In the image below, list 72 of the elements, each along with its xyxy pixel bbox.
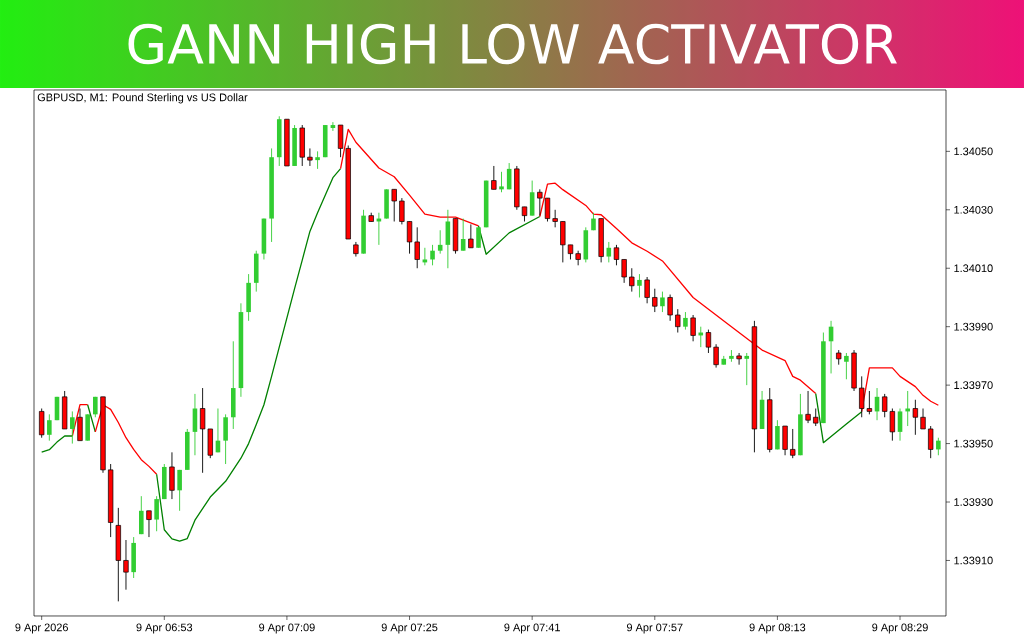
- candlestick: [430, 244, 435, 266]
- candlestick: [928, 425, 934, 459]
- x-tick-label: 9 Apr 2026: [15, 623, 68, 634]
- chart-title: GANN HIGH LOW ACTIVATOR: [128, 23, 897, 65]
- x-tick-label: 9 Apr 07:41: [504, 623, 560, 634]
- candlestick: [529, 180, 535, 217]
- candlestick: [307, 147, 313, 167]
- candlestick: [575, 250, 581, 266]
- y-tick-label: 1.33910: [954, 556, 993, 565]
- candlestick: [491, 165, 497, 190]
- candlestick: [39, 408, 45, 439]
- candlestick: [422, 247, 428, 266]
- candlestick: [47, 413, 52, 442]
- candlestick: [775, 419, 780, 450]
- y-tick-label: 1.34050: [954, 147, 993, 156]
- chart-subtitle: GBPUSD, M1: Pound Sterling vs US Dollar: [37, 93, 248, 104]
- y-tick-label: 1.34010: [954, 264, 993, 273]
- candlestick: [805, 390, 811, 424]
- x-tick-label: 9 Apr 07:25: [381, 623, 438, 634]
- candlestick: [123, 539, 129, 591]
- y-tick-label: 1.34030: [954, 205, 993, 214]
- candlestick: [613, 244, 620, 266]
- candlestick: [445, 209, 451, 269]
- candlestick: [544, 197, 551, 222]
- candlestick: [920, 408, 926, 430]
- x-tick-label: 9 Apr 08:29: [872, 623, 928, 634]
- candlestick: [637, 273, 642, 298]
- candlestick: [146, 510, 152, 538]
- candlestick: [675, 308, 681, 333]
- candlestick: [713, 343, 719, 369]
- candlestick: [744, 352, 750, 386]
- candlestick: [782, 425, 788, 456]
- candlestick: [606, 241, 612, 263]
- candlestick: [667, 294, 673, 322]
- x-tick-label: 9 Apr 07:57: [626, 623, 683, 634]
- candlestick: [315, 150, 320, 170]
- candlestick: [790, 428, 796, 459]
- candlestick: [223, 413, 228, 465]
- candlestick: [139, 495, 144, 535]
- candlestick: [660, 291, 665, 313]
- x-tick-label: 9 Apr 06:53: [136, 623, 193, 634]
- y-tick-label: 1.33970: [954, 381, 993, 390]
- candlestick: [652, 288, 658, 313]
- candlestick: [476, 226, 481, 249]
- y-tick-label: 1.33990: [954, 322, 993, 331]
- candlestick: [406, 221, 413, 255]
- line-series: [41, 435, 73, 453]
- candlestick: [177, 469, 182, 512]
- candlestick: [70, 410, 75, 445]
- candlestick: [499, 171, 504, 193]
- candlestick: [560, 221, 566, 263]
- candlestick: [399, 197, 405, 225]
- line-series: [477, 215, 541, 255]
- y-tick-label: 1.33950: [954, 439, 993, 448]
- line-series: [815, 392, 863, 444]
- candlestick: [690, 314, 696, 342]
- candlestick: [414, 226, 420, 269]
- candlestick: [621, 259, 627, 284]
- candlestick: [736, 352, 742, 366]
- candlestick: [644, 276, 650, 304]
- y-tick-label: 1.33930: [954, 498, 993, 506]
- candlestick: [330, 121, 336, 132]
- candlestick: [844, 352, 849, 380]
- candlestick: [912, 399, 918, 436]
- x-tick-label: 9 Apr 08:13: [749, 623, 806, 634]
- line-series: [861, 367, 939, 413]
- candlestick: [705, 329, 712, 354]
- x-tick-label: 9 Apr 07:09: [259, 623, 315, 634]
- candlestick: [391, 188, 397, 222]
- candlestick: [629, 267, 635, 293]
- candlestick: [154, 495, 159, 532]
- candlestick: [169, 451, 175, 500]
